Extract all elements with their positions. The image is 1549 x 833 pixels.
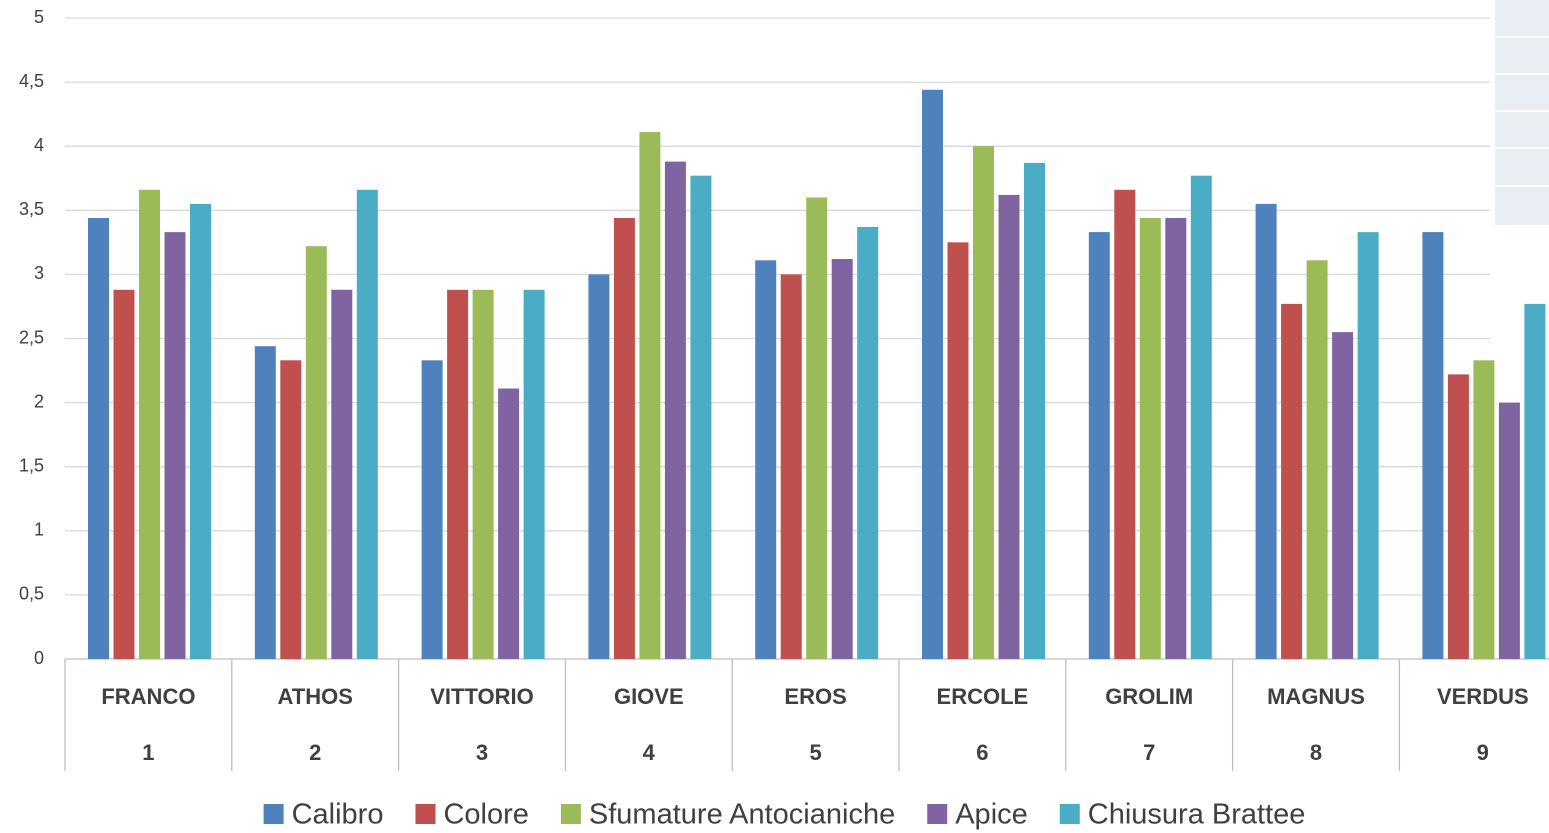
bar [755,260,777,659]
bar [1473,360,1495,659]
bar [164,232,186,659]
side-panel [1495,0,1549,225]
bar [1088,232,1110,659]
bar [1357,232,1379,659]
bar [1190,175,1212,659]
x-tick-number: 7 [1143,740,1155,765]
x-tick-label: GROLIM [1105,684,1193,709]
bar [588,274,610,659]
bar [1306,260,1328,659]
x-tick-number: 4 [643,740,656,765]
x-tick-number: 9 [1477,740,1489,765]
y-tick-label: 3,5 [19,199,44,219]
bar [1255,203,1277,659]
legend-swatch [560,804,581,824]
bar [922,89,943,660]
legend-label: Colore [443,799,528,831]
bar [1498,402,1520,659]
bar [280,360,302,659]
bar [806,197,828,660]
bar [88,217,109,659]
legend-swatch [927,804,948,824]
y-tick-label: 1,5 [19,455,44,475]
bar [472,289,494,659]
bar [1281,303,1303,659]
y-tick-label: 4 [34,135,44,155]
legend-label: Apice [955,799,1028,831]
bar [1139,217,1161,659]
bar [613,217,635,659]
x-tick-label: VITTORIO [430,684,534,709]
x-tick-number: 2 [309,740,321,765]
bar [1524,303,1546,659]
x-tick-label: VERDUS [1437,684,1529,709]
bar [113,289,135,659]
bar [523,289,545,659]
x-tick-number: 3 [476,740,488,765]
legend-label: Sfumature Antocianiche [589,799,895,831]
y-tick-label: 2,5 [19,327,44,347]
bar [780,274,802,659]
bar [254,346,276,659]
y-tick-label: 2 [34,391,44,411]
bar [421,360,443,659]
legend-swatch [1059,804,1080,824]
bar [305,246,327,660]
y-tick-label: 0,5 [19,584,44,604]
bar [447,289,469,659]
x-tick-number: 8 [1310,740,1322,765]
bar [139,189,160,659]
y-tick-label: 0 [34,648,44,668]
bar [190,203,211,659]
legend-swatch [263,804,284,824]
y-tick-label: 5 [34,7,44,27]
x-tick-label: ATHOS [278,684,353,709]
legend-label: Chiusura Brattee [1088,799,1306,831]
legend-label: Calibro [292,799,384,831]
bar [1024,162,1045,659]
bar [356,189,378,659]
x-tick-label: ERCOLE [937,684,1029,709]
bar [331,289,353,659]
bar [1447,374,1469,659]
y-tick-label: 4,5 [19,71,44,91]
bar [998,194,1020,659]
bar [690,175,712,659]
bar [664,161,686,660]
x-tick-number: 1 [142,740,154,765]
x-tick-label: FRANCO [101,684,195,709]
bar [1165,217,1187,659]
bar [831,259,853,659]
x-tick-number: 6 [976,740,988,765]
bar [1422,232,1444,659]
bar [498,388,520,659]
bar [1332,332,1354,659]
legend-swatch [415,804,436,824]
x-tick-label: GIOVE [614,684,684,709]
bar [947,242,969,659]
x-tick-number: 5 [809,740,821,765]
x-tick-label: EROS [784,684,846,709]
bar [857,226,879,659]
y-tick-label: 1 [34,520,44,540]
x-tick-label: MAGNUS [1267,684,1365,709]
bar [1114,189,1136,659]
bar [973,146,994,659]
y-tick-label: 3 [34,263,44,283]
bar [639,132,661,659]
